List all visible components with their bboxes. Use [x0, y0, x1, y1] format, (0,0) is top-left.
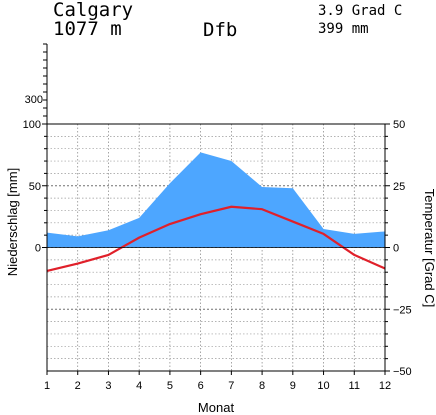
right-axis-tick-label: −25	[393, 304, 412, 316]
station-elevation: 1077 m	[53, 18, 122, 40]
x-axis-tick-label: 8	[259, 380, 265, 392]
right-axis-tick-label: 50	[393, 119, 405, 131]
x-axis-tick-label: 1	[44, 380, 50, 392]
x-axis-tick-label: 5	[167, 380, 173, 392]
x-axis-tick-label: 10	[317, 380, 329, 392]
left-axis-title: Niederschlag [mm]	[5, 168, 20, 276]
station-name: Calgary	[53, 0, 134, 21]
right-axis-tick-label: −50	[393, 366, 412, 378]
temperature-line	[46, 205, 386, 273]
x-axis-tick-label: 12	[379, 380, 391, 392]
x-axis-tick-label: 9	[290, 380, 296, 392]
x-axis-tick-label: 2	[75, 380, 81, 392]
annual-precipitation: 399 mm	[318, 21, 369, 37]
precipitation-area	[47, 152, 385, 248]
left-axis-upper-tick-label: 300	[25, 94, 43, 106]
left-axis-tick-label: 50	[29, 181, 41, 193]
climate-classification: Dfb	[203, 19, 238, 41]
right-axis-title: Temperatur [Grad C]	[422, 189, 436, 308]
x-axis-tick-label: 4	[136, 380, 142, 392]
left-axis-tick-label: 0	[35, 243, 41, 255]
x-axis-tick-label: 3	[105, 380, 111, 392]
mean-annual-temperature: 3.9 Grad C	[318, 3, 403, 19]
left-axis-tick-label: 100	[23, 119, 41, 131]
right-axis-tick-label: 0	[393, 243, 399, 255]
x-axis-title: Monat	[198, 400, 235, 415]
x-axis-tick-label: 6	[198, 380, 204, 392]
x-axis-tick-label: 7	[228, 380, 234, 392]
right-axis-tick-label: 25	[393, 181, 405, 193]
x-axis-tick-label: 11	[349, 380, 360, 392]
